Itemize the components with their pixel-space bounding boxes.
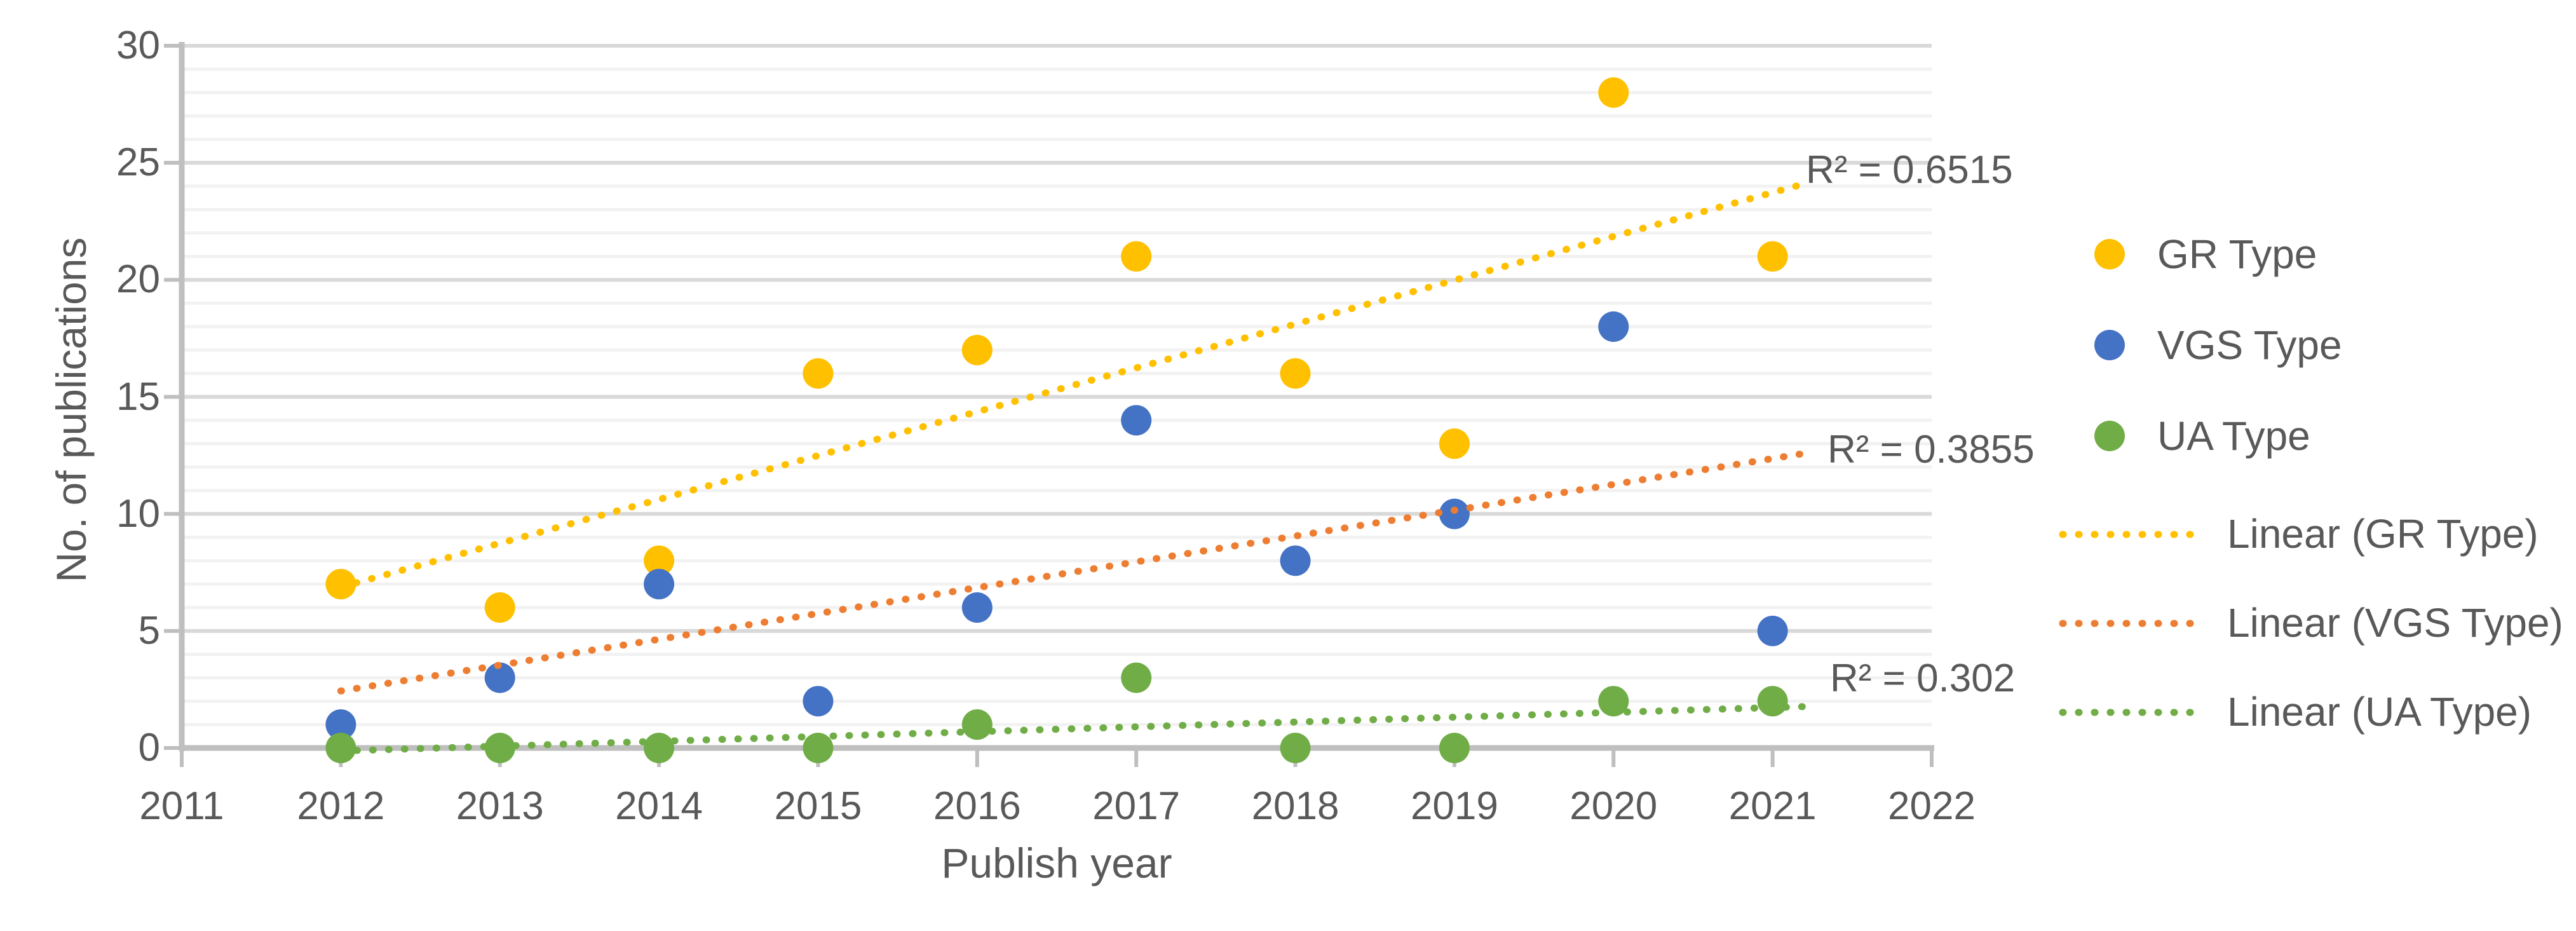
x-axis-title: Publish year xyxy=(941,839,1172,887)
data-point-ua-type xyxy=(961,709,993,740)
x-tick-label-2019: 2019 xyxy=(1410,784,1498,828)
data-point-vgs-type xyxy=(1121,405,1152,436)
legend-item-label-ua-type: UA Type xyxy=(2157,413,2310,459)
legend-dotted-line-icon xyxy=(2059,708,2205,719)
x-tick-label-2016: 2016 xyxy=(933,784,1021,828)
legend-marker-dot-icon xyxy=(2094,239,2125,269)
data-point-gr-type xyxy=(1280,358,1311,389)
legend-item-label-vgs-type: VGS Type xyxy=(2157,322,2342,368)
x-tick-label-2020: 2020 xyxy=(1569,784,1658,828)
data-point-vgs-type xyxy=(1280,545,1311,576)
trendline-ua-type xyxy=(337,703,1808,755)
y-tick-label-30: 30 xyxy=(116,24,160,67)
data-point-gr-type xyxy=(803,358,834,389)
data-point-ua-type xyxy=(803,733,834,763)
data-point-gr-type xyxy=(961,334,993,365)
legend-item-label-linear-vgs-type: Linear (VGS Type) xyxy=(2227,600,2563,646)
legend-item-label-linear-ua-type: Linear (UA Type) xyxy=(2227,689,2532,735)
legend-marker-dot-icon xyxy=(2094,330,2125,360)
data-point-ua-type xyxy=(644,733,675,763)
x-tick-label-2018: 2018 xyxy=(1251,784,1339,828)
legend-marker-dot-icon xyxy=(2094,421,2125,451)
data-point-vgs-type xyxy=(1757,615,1788,646)
trendline-gr-type xyxy=(337,180,1808,591)
data-point-vgs-type xyxy=(1598,311,1629,342)
data-point-gr-type xyxy=(1757,241,1788,272)
data-point-vgs-type xyxy=(961,592,993,623)
data-point-gr-type xyxy=(1439,428,1470,459)
x-tick-label-2015: 2015 xyxy=(774,784,862,828)
x-tick-label-2017: 2017 xyxy=(1092,784,1181,828)
data-point-vgs-type xyxy=(484,662,515,693)
data-point-vgs-type xyxy=(325,709,356,740)
y-tick-label-25: 25 xyxy=(116,140,160,185)
x-tick-label-2011: 2011 xyxy=(139,784,224,828)
data-point-vgs-type xyxy=(803,686,834,717)
r2-annotation-ua: R² = 0.302 xyxy=(1830,656,2016,700)
data-point-ua-type xyxy=(1757,686,1788,717)
data-point-gr-type xyxy=(644,545,675,576)
data-point-gr-type xyxy=(1121,241,1152,272)
legend-dotted-line-icon xyxy=(2059,530,2205,541)
data-point-ua-type xyxy=(1121,662,1152,693)
x-tick-label-2014: 2014 xyxy=(615,784,703,828)
data-point-ua-type xyxy=(1439,733,1470,763)
r2-annotation-vgs: R² = 0.3855 xyxy=(1827,428,2035,472)
data-point-gr-type xyxy=(484,592,515,623)
legend-item-label-gr-type: GR Type xyxy=(2157,231,2317,277)
y-tick-label-20: 20 xyxy=(116,257,160,302)
r2-annotation-gr: R² = 0.6515 xyxy=(1806,148,2013,192)
x-tick-label-2022: 2022 xyxy=(1888,784,1976,828)
x-tick-label-2013: 2013 xyxy=(456,784,544,828)
data-point-vgs-type xyxy=(644,569,675,600)
y-tick-label-0: 0 xyxy=(138,726,160,770)
x-tick-label-2012: 2012 xyxy=(297,784,385,828)
legend-item-label-linear-gr-type: Linear (GR Type) xyxy=(2227,511,2539,557)
x-tick-label-2021: 2021 xyxy=(1728,784,1817,828)
data-point-ua-type xyxy=(1280,733,1311,763)
trendline-vgs-type xyxy=(337,449,1808,695)
data-point-ua-type xyxy=(1598,686,1629,717)
data-point-gr-type xyxy=(1598,77,1629,108)
data-point-vgs-type xyxy=(1439,498,1470,529)
y-tick-label-10: 10 xyxy=(116,491,160,536)
y-tick-label-15: 15 xyxy=(116,374,160,419)
y-tick-label-5: 5 xyxy=(138,608,160,653)
legend-dotted-line-icon xyxy=(2059,619,2205,630)
